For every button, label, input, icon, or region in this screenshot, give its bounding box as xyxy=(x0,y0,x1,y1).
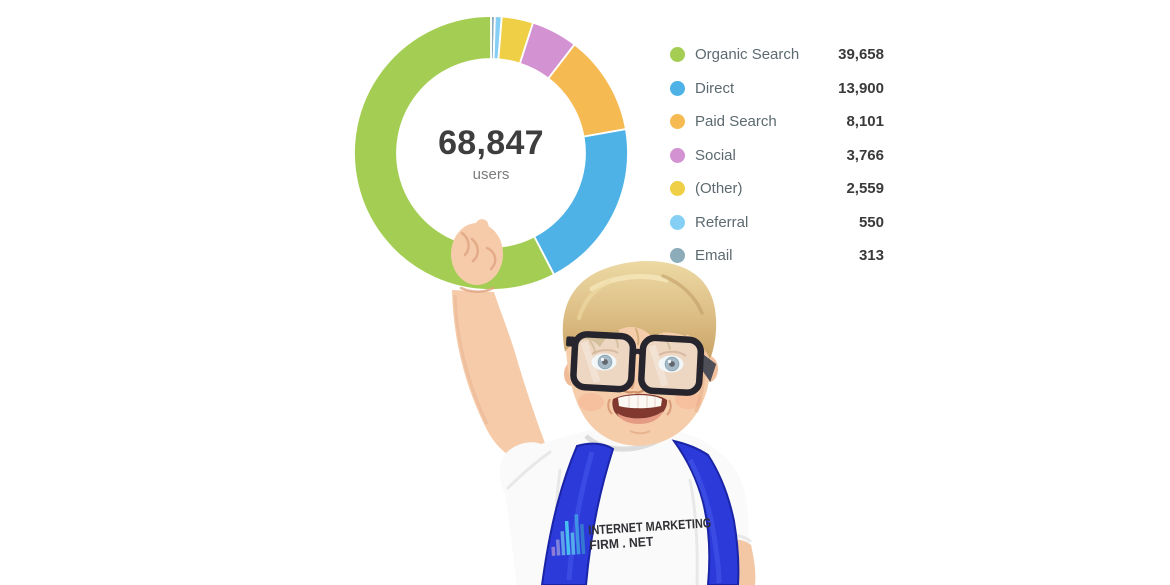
eyes xyxy=(591,349,687,373)
logo-bars-icon xyxy=(551,514,586,556)
legend-row-other: (Other) 2,559 xyxy=(670,172,884,206)
legend-color-dot xyxy=(670,114,685,130)
legend-color-dot xyxy=(670,181,685,197)
glasses xyxy=(566,331,717,396)
legend-row-referral: Referral 550 xyxy=(670,206,884,240)
shirt-logo-line2: FIRM . NET xyxy=(589,534,654,553)
legend-label: Email xyxy=(695,247,733,265)
legend-value: 39,658 xyxy=(838,46,884,64)
legend-row-paid-search: Paid Search 8,101 xyxy=(670,105,884,139)
legend-value: 13,900 xyxy=(838,79,884,97)
boy-photo: INTERNET MARKETING FIRM . NET xyxy=(451,219,756,585)
glasses-right-lens xyxy=(638,334,705,396)
legend-value: 3,766 xyxy=(846,146,884,164)
backpack-strap-right xyxy=(671,439,740,585)
raised-arm xyxy=(451,219,549,454)
legend-label: Referral xyxy=(695,213,749,231)
legend-row-direct: Direct 13,900 xyxy=(670,72,884,106)
legend-row-social: Social 3,766 xyxy=(670,139,884,173)
glasses-left-lens xyxy=(570,331,637,393)
legend-value: 313 xyxy=(858,247,884,265)
donut-slice-organic-search xyxy=(353,15,556,291)
head xyxy=(562,261,718,446)
legend-label: (Other) xyxy=(695,180,743,198)
shirt-logo: INTERNET MARKETING FIRM . NET xyxy=(551,514,712,556)
legend-label: Social xyxy=(695,146,736,164)
legend-label: Paid Search xyxy=(695,113,777,131)
shirt-logo-line1: INTERNET MARKETING xyxy=(588,515,712,537)
legend-color-dot xyxy=(670,248,685,264)
legend-value: 8,101 xyxy=(846,113,884,131)
legend-color-dot xyxy=(670,80,685,96)
mouth xyxy=(607,393,672,435)
glasses-right-temple xyxy=(700,352,717,382)
legend-color-dot xyxy=(670,47,685,63)
legend-color-dot xyxy=(670,214,685,230)
legend-label: Direct xyxy=(695,79,735,97)
chart-legend: Organic Search 39,658 Direct 13,900 Paid Sea… xyxy=(670,38,884,273)
legend-color-dot xyxy=(670,147,685,163)
legend-value: 550 xyxy=(858,213,884,231)
legend-label: Organic Search xyxy=(695,46,800,64)
legend-row-email: Email 313 xyxy=(670,239,884,273)
donut-chart-svg xyxy=(353,15,629,291)
legend-row-organic-search: Organic Search 39,658 xyxy=(670,38,884,72)
legend-value: 2,559 xyxy=(846,180,884,198)
